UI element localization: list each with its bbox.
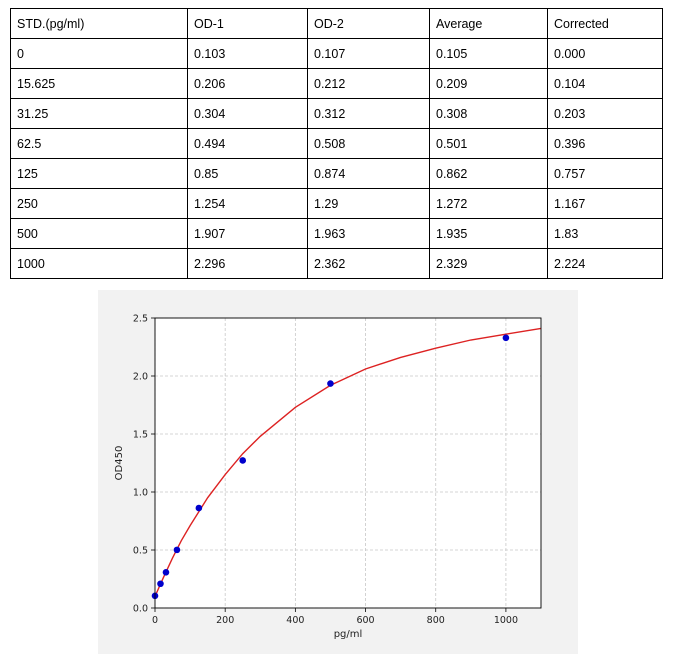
table-header-row: STD.(pg/ml) OD-1 OD-2 Average Corrected <box>10 8 663 39</box>
header-corrected: Corrected <box>547 8 663 39</box>
cell-od-2: 0.312 <box>307 98 430 129</box>
cell-average: 0.862 <box>429 158 548 189</box>
cell-od-2: 0.874 <box>307 158 430 189</box>
cell-std: 125 <box>10 158 188 189</box>
table-row: 250 1.254 1.29 1.272 1.167 <box>10 188 663 219</box>
table-row: 125 0.85 0.874 0.862 0.757 <box>10 158 663 189</box>
table-row: 1000 2.296 2.362 2.329 2.224 <box>10 248 663 279</box>
x-tick-label: 400 <box>286 615 304 626</box>
cell-corrected: 0.104 <box>547 68 663 99</box>
cell-std: 1000 <box>10 248 188 279</box>
plot-frame <box>154 317 542 609</box>
cell-od-1: 2.296 <box>187 248 308 279</box>
cell-std: 15.625 <box>10 68 188 99</box>
cell-std: 31.25 <box>10 98 188 129</box>
y-tick-label: 0.5 <box>133 546 148 557</box>
cell-corrected: 0.757 <box>547 158 663 189</box>
fitted-curve-line <box>154 327 542 597</box>
cell-od-2: 0.508 <box>307 128 430 159</box>
cell-od-1: 0.304 <box>187 98 308 129</box>
header-od-1: OD-1 <box>187 8 308 39</box>
data-point <box>502 334 510 342</box>
cell-average: 1.272 <box>429 188 548 219</box>
cell-std: 500 <box>10 218 188 249</box>
cell-average: 1.935 <box>429 218 548 249</box>
cell-od-1: 1.907 <box>187 218 308 249</box>
cell-corrected: 1.167 <box>547 188 663 219</box>
cell-corrected: 0.203 <box>547 98 663 129</box>
y-tick-label: 2.0 <box>133 372 148 383</box>
cell-average: 0.209 <box>429 68 548 99</box>
cell-std: 62.5 <box>10 128 188 159</box>
y-tick-label: 2.5 <box>133 314 148 325</box>
y-tick-label: 1.5 <box>133 430 148 441</box>
x-tick-label: 200 <box>216 615 234 626</box>
table-row: 31.25 0.304 0.312 0.308 0.203 <box>10 98 663 129</box>
chart-panel: 0 200 400 600 800 1000 0.0 0.5 1.0 1.5 2.0 2.5 pg/ml… <box>98 290 578 654</box>
data-point <box>162 568 170 576</box>
table-row: 500 1.907 1.963 1.935 1.83 <box>10 218 663 249</box>
cell-corrected: 0.000 <box>547 38 663 69</box>
cell-od-1: 0.494 <box>187 128 308 159</box>
table-row: 0 0.103 0.107 0.105 0.000 <box>10 38 663 69</box>
cell-od-2: 1.963 <box>307 218 430 249</box>
cell-od-2: 0.107 <box>307 38 430 69</box>
cell-od-1: 0.85 <box>187 158 308 189</box>
cell-average: 0.105 <box>429 38 548 69</box>
cell-od-2: 2.362 <box>307 248 430 279</box>
y-tick-label: 1.0 <box>133 488 148 499</box>
cell-od-1: 1.254 <box>187 188 308 219</box>
cell-corrected: 2.224 <box>547 248 663 279</box>
cell-average: 0.308 <box>429 98 548 129</box>
y-axis-label: OD450 <box>114 446 125 481</box>
data-point <box>327 380 334 387</box>
cell-average: 0.501 <box>429 128 548 159</box>
cell-corrected: 1.83 <box>547 218 663 249</box>
cell-corrected: 0.396 <box>547 128 663 159</box>
data-point <box>173 546 181 554</box>
cell-od-1: 0.206 <box>187 68 308 99</box>
standard-curve-chart: 0 200 400 600 800 1000 0.0 0.5 1.0 1.5 2.0 2.5 pg/ml… <box>114 314 542 640</box>
cell-std: 0 <box>10 38 188 69</box>
x-tick-label: 600 <box>356 615 374 626</box>
data-point <box>239 457 247 464</box>
cell-od-1: 0.103 <box>187 38 308 69</box>
cell-od-2: 1.29 <box>307 188 430 219</box>
cell-od-2: 0.212 <box>307 68 430 99</box>
plot-area <box>155 318 541 608</box>
cell-average: 2.329 <box>429 248 548 279</box>
header-od-2: OD-2 <box>307 8 430 39</box>
data-point <box>195 504 203 512</box>
x-tick-label: 0 <box>152 615 158 626</box>
y-tick-label: 0.0 <box>133 604 148 615</box>
table-row: 15.625 0.206 0.212 0.209 0.104 <box>10 68 663 99</box>
table-row: 62.5 0.494 0.508 0.501 0.396 <box>10 128 663 159</box>
standard-curve-table: STD.(pg/ml) OD-1 OD-2 Average Corrected … <box>10 8 663 279</box>
x-axis-label: pg/ml <box>334 629 363 640</box>
x-tick-label: 1000 <box>494 615 518 626</box>
cell-std: 250 <box>10 188 188 219</box>
data-point <box>157 580 164 588</box>
header-average: Average <box>429 8 548 39</box>
header-std: STD.(pg/ml) <box>10 8 188 39</box>
x-tick-label: 800 <box>427 615 445 626</box>
